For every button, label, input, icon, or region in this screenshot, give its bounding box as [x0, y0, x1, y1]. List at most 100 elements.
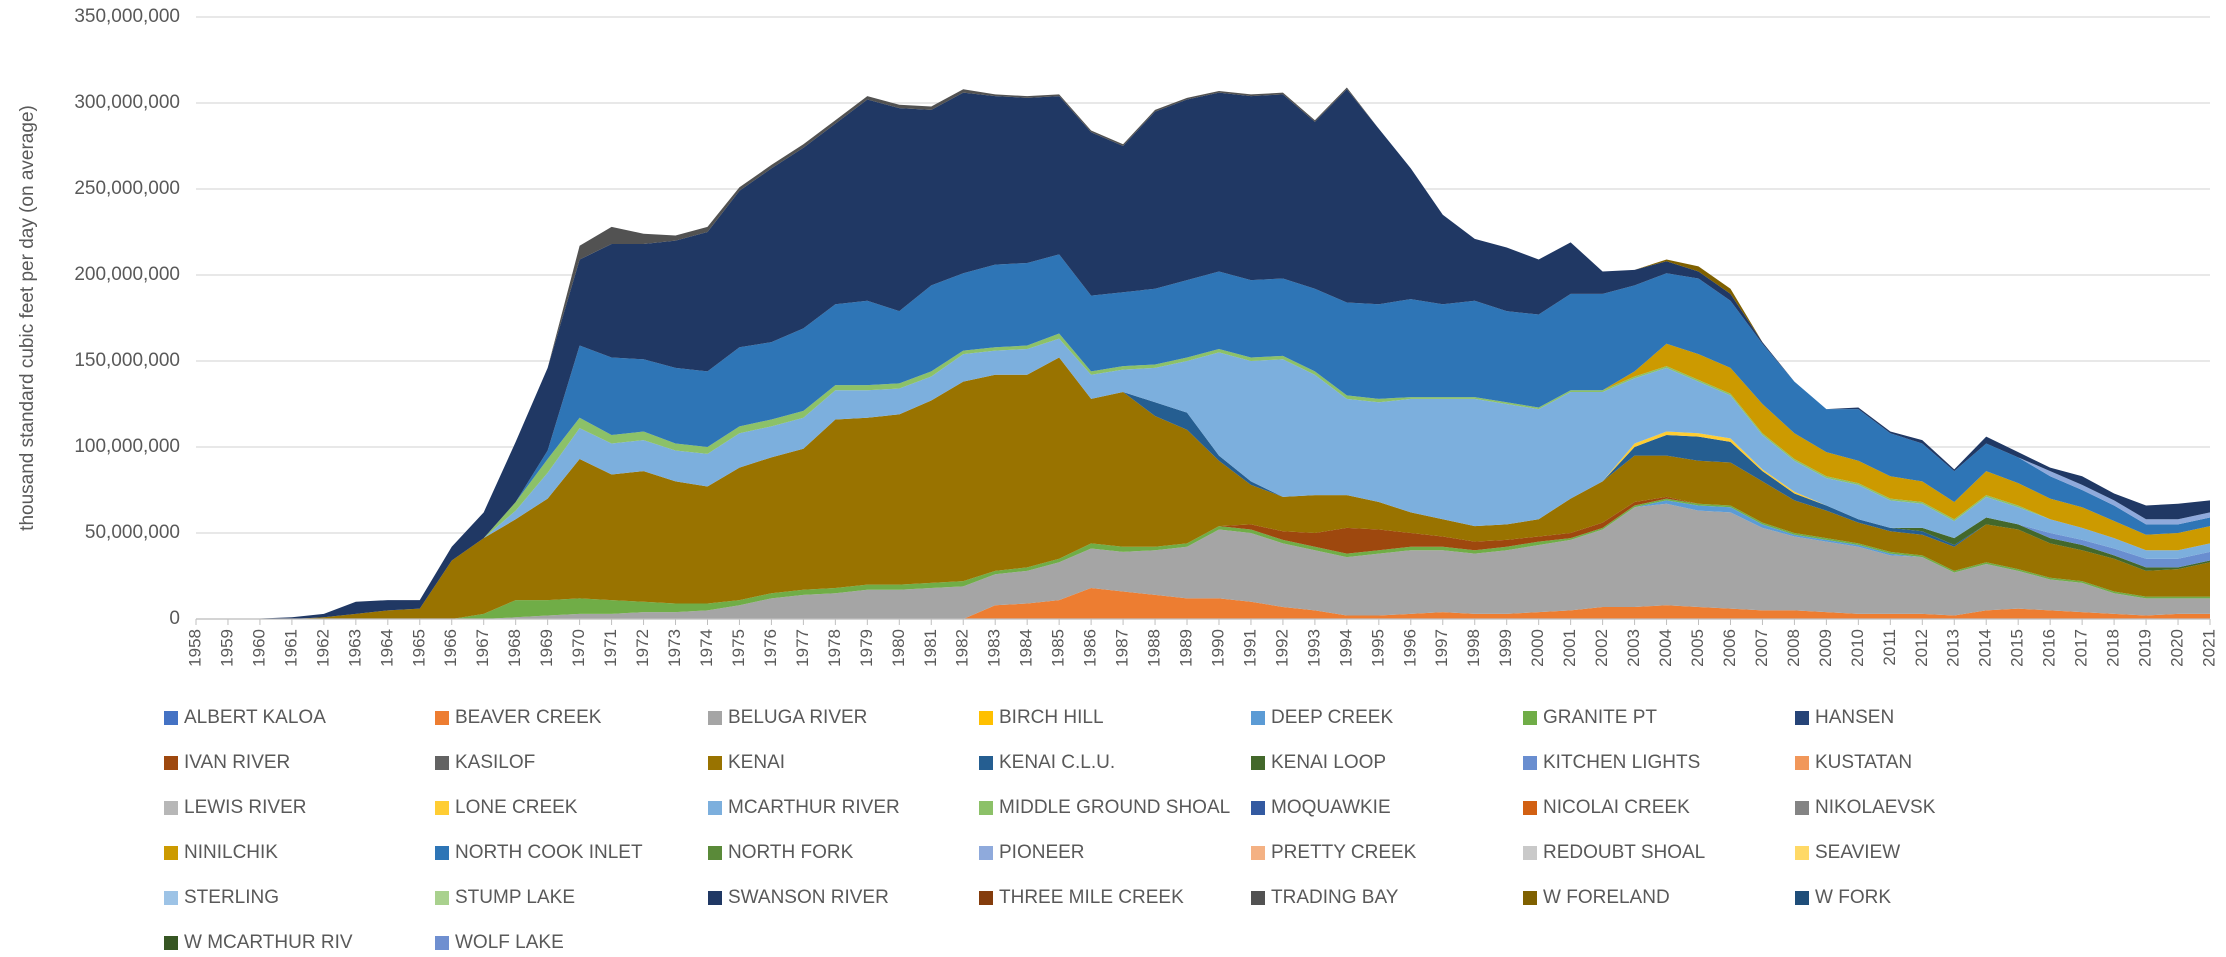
legend-swatch — [435, 756, 449, 770]
legend-swatch — [1795, 801, 1809, 815]
legend-label: NORTH COOK INLET — [455, 842, 643, 863]
x-tick-label: 1993 — [1304, 629, 1323, 667]
x-tick-label: 2017 — [2072, 629, 2091, 667]
legend-label: TRADING BAY — [1271, 887, 1399, 908]
x-tick-label: 2012 — [1912, 629, 1931, 667]
x-tick-label: 1959 — [217, 629, 236, 667]
x-tick-label: 1979 — [857, 629, 876, 667]
legend-swatch — [164, 846, 178, 860]
x-tick-label: 1958 — [185, 629, 204, 667]
x-tick-label: 2010 — [1848, 629, 1867, 667]
legend-swatch — [979, 891, 993, 905]
x-tick-label: 1983 — [985, 629, 1004, 667]
legend-swatch — [708, 891, 722, 905]
x-tick-label: 1978 — [825, 629, 844, 667]
y-tick-label: 150,000,000 — [74, 350, 180, 371]
legend-swatch — [164, 711, 178, 725]
x-tick-label: 1989 — [1177, 629, 1196, 667]
legend-swatch — [1523, 891, 1537, 905]
x-tick-label: 1966 — [441, 629, 460, 667]
legend-swatch — [708, 711, 722, 725]
legend-label: BIRCH HILL — [999, 707, 1104, 728]
area — [196, 254, 2210, 620]
y-tick-label: 200,000,000 — [74, 264, 180, 285]
legend-swatch — [1795, 756, 1809, 770]
x-tick-label: 1997 — [1432, 629, 1451, 667]
legend-swatch — [979, 801, 993, 815]
legend-swatch — [708, 756, 722, 770]
legend-label: MCARTHUR RIVER — [728, 797, 900, 818]
area — [196, 338, 2210, 619]
x-tick-label: 1988 — [1145, 629, 1164, 667]
y-axis-label: thousand standard cubic feet per day (on… — [17, 105, 38, 531]
legend-label: W FORK — [1815, 887, 1891, 908]
legend-label: ALBERT KALOA — [184, 707, 326, 728]
legend-label: NICOLAI CREEK — [1543, 797, 1690, 818]
legend-label: THREE MILE CREEK — [999, 887, 1184, 908]
legend-swatch — [1523, 801, 1537, 815]
legend-label: IVAN RIVER — [184, 752, 290, 773]
y-tick-label: 300,000,000 — [74, 92, 180, 113]
y-tick-label: 0 — [169, 608, 180, 629]
x-tick-label: 1986 — [1081, 629, 1100, 667]
x-tick-label: 1970 — [569, 629, 588, 667]
legend-swatch — [979, 711, 993, 725]
legend-label: HANSEN — [1815, 707, 1894, 728]
legend-label: STERLING — [184, 887, 279, 908]
legend-label: REDOUBT SHOAL — [1543, 842, 1705, 863]
legend-swatch — [1523, 846, 1537, 860]
legend-label: BEAVER CREEK — [455, 707, 602, 728]
area — [196, 503, 2210, 619]
legend-label: BELUGA RIVER — [728, 707, 867, 728]
legend-label: SEAVIEW — [1815, 842, 1900, 863]
legend-label: NORTH FORK — [728, 842, 854, 863]
x-tick-label: 2003 — [1624, 629, 1643, 667]
x-tick-label: 1971 — [601, 629, 620, 667]
y-tick-label: 100,000,000 — [74, 436, 180, 457]
legend-swatch — [979, 756, 993, 770]
legend-swatch — [164, 801, 178, 815]
legend-swatch — [1523, 711, 1537, 725]
legend-swatch — [435, 891, 449, 905]
legend-label: WOLF LAKE — [455, 932, 564, 953]
x-tick-label: 2019 — [2136, 629, 2155, 667]
x-tick-label: 1972 — [633, 629, 652, 667]
legend-swatch — [1251, 801, 1265, 815]
legend-swatch — [435, 711, 449, 725]
x-tick-label: 1973 — [665, 629, 684, 667]
legend-label: W FORELAND — [1543, 887, 1670, 908]
x-tick-label: 1998 — [1464, 629, 1483, 667]
x-tick-label: 1987 — [1113, 629, 1132, 667]
x-tick-label: 1980 — [889, 629, 908, 667]
x-tick-label: 2009 — [1816, 629, 1835, 667]
legend-label: KENAI LOOP — [1271, 752, 1386, 773]
legend-swatch — [1251, 756, 1265, 770]
legend-label: GRANITE PT — [1543, 707, 1657, 728]
x-tick-label: 2011 — [1880, 629, 1899, 666]
x-tick-label: 2020 — [2168, 629, 2187, 667]
legend-label: KENAI — [728, 752, 785, 773]
x-tick-label: 1963 — [345, 629, 364, 667]
legend-label: MOQUAWKIE — [1271, 797, 1391, 818]
legend-label: KASILOF — [455, 752, 535, 773]
x-tick-label: 1961 — [281, 629, 300, 667]
x-tick-label: 1982 — [953, 629, 972, 667]
legend-swatch — [1523, 756, 1537, 770]
legend-swatch — [1251, 846, 1265, 860]
x-tick-label: 1975 — [729, 629, 748, 667]
x-tick-label: 2016 — [2040, 629, 2059, 667]
legend-swatch — [1795, 891, 1809, 905]
x-tick-label: 1994 — [1336, 629, 1355, 667]
x-tick-label: 2006 — [1720, 629, 1739, 667]
x-tick-label: 1962 — [313, 629, 332, 667]
x-tick-label: 2002 — [1592, 629, 1611, 667]
legend-swatch — [1795, 711, 1809, 725]
x-tick-label: 1996 — [1400, 629, 1419, 667]
legend-label: MIDDLE GROUND SHOAL — [999, 797, 1230, 818]
legend-swatch — [1251, 711, 1265, 725]
legend-label: NIKOLAEVSK — [1815, 797, 1936, 818]
x-tick-label: 2007 — [1752, 629, 1771, 667]
legend-swatch — [164, 756, 178, 770]
legend-label: NINILCHIK — [184, 842, 278, 863]
